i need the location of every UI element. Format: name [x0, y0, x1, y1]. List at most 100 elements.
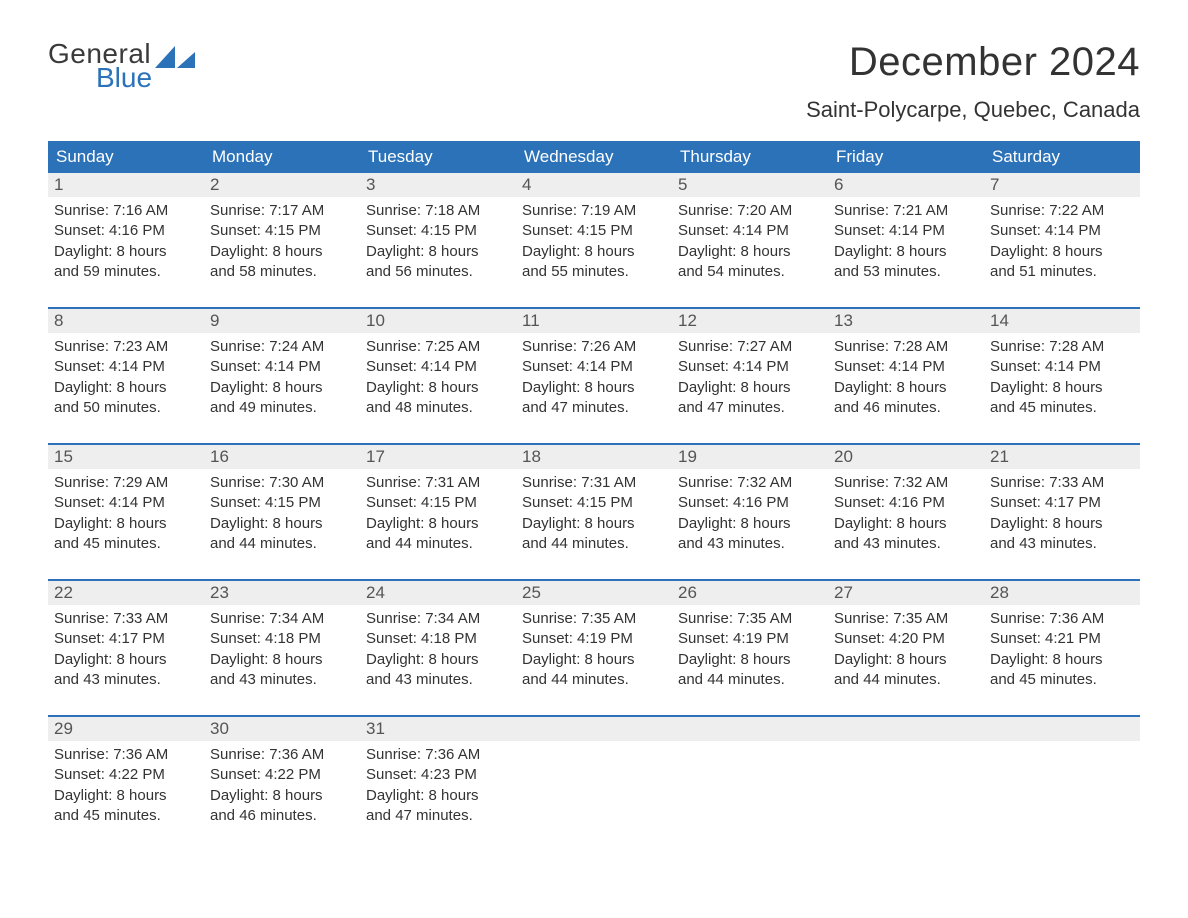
sunrise-line: Sunrise: 7:19 AM [522, 201, 666, 221]
daylight-line-2: and 43 minutes. [834, 534, 978, 554]
sunrise-line: Sunrise: 7:30 AM [210, 473, 354, 493]
day-number: 28 [984, 581, 1140, 605]
sunrise-line: Sunrise: 7:29 AM [54, 473, 198, 493]
sunset-line: Sunset: 4:21 PM [990, 629, 1134, 649]
day-cell [984, 741, 1140, 833]
daylight-line-2: and 43 minutes. [210, 670, 354, 690]
daylight-line-2: and 58 minutes. [210, 262, 354, 282]
calendar: Sunday Monday Tuesday Wednesday Thursday… [48, 141, 1140, 833]
daylight-line-2: and 46 minutes. [834, 398, 978, 418]
day-cell [516, 741, 672, 833]
sunset-line: Sunset: 4:14 PM [522, 357, 666, 377]
week-5-bodies: Sunrise: 7:36 AM Sunset: 4:22 PM Dayligh… [48, 741, 1140, 833]
daylight-line-1: Daylight: 8 hours [834, 242, 978, 262]
daylight-line-1: Daylight: 8 hours [366, 786, 510, 806]
day-number: 24 [360, 581, 516, 605]
daylight-line-2: and 51 minutes. [990, 262, 1134, 282]
day-cell: Sunrise: 7:35 AM Sunset: 4:19 PM Dayligh… [672, 605, 828, 697]
daylight-line-1: Daylight: 8 hours [366, 650, 510, 670]
sunrise-line: Sunrise: 7:32 AM [678, 473, 822, 493]
sunrise-line: Sunrise: 7:28 AM [834, 337, 978, 357]
sunset-line: Sunset: 4:15 PM [210, 221, 354, 241]
sunrise-line: Sunrise: 7:26 AM [522, 337, 666, 357]
dow-tue: Tuesday [360, 141, 516, 173]
sunset-line: Sunset: 4:22 PM [210, 765, 354, 785]
sunrise-line: Sunrise: 7:20 AM [678, 201, 822, 221]
day-cell: Sunrise: 7:33 AM Sunset: 4:17 PM Dayligh… [48, 605, 204, 697]
sunset-line: Sunset: 4:14 PM [678, 357, 822, 377]
daylight-line-1: Daylight: 8 hours [990, 378, 1134, 398]
day-number [828, 717, 984, 741]
day-number: 3 [360, 173, 516, 197]
daylight-line-1: Daylight: 8 hours [366, 378, 510, 398]
daylight-line-1: Daylight: 8 hours [210, 378, 354, 398]
sunrise-line: Sunrise: 7:36 AM [54, 745, 198, 765]
sunset-line: Sunset: 4:15 PM [210, 493, 354, 513]
sunset-line: Sunset: 4:14 PM [990, 221, 1134, 241]
day-cell: Sunrise: 7:21 AM Sunset: 4:14 PM Dayligh… [828, 197, 984, 289]
day-number: 13 [828, 309, 984, 333]
dow-thu: Thursday [672, 141, 828, 173]
daylight-line-2: and 43 minutes. [366, 670, 510, 690]
day-number: 31 [360, 717, 516, 741]
day-cell: Sunrise: 7:36 AM Sunset: 4:23 PM Dayligh… [360, 741, 516, 833]
day-number: 10 [360, 309, 516, 333]
day-number: 1 [48, 173, 204, 197]
sunset-line: Sunset: 4:15 PM [522, 221, 666, 241]
sunset-line: Sunset: 4:15 PM [366, 221, 510, 241]
sunset-line: Sunset: 4:15 PM [522, 493, 666, 513]
day-cell: Sunrise: 7:33 AM Sunset: 4:17 PM Dayligh… [984, 469, 1140, 561]
sunrise-line: Sunrise: 7:27 AM [678, 337, 822, 357]
daylight-line-1: Daylight: 8 hours [522, 242, 666, 262]
location-subtitle: Saint-Polycarpe, Quebec, Canada [806, 97, 1140, 123]
sunset-line: Sunset: 4:19 PM [522, 629, 666, 649]
daylight-line-2: and 47 minutes. [678, 398, 822, 418]
sunrise-line: Sunrise: 7:35 AM [678, 609, 822, 629]
day-number: 11 [516, 309, 672, 333]
logo: General Blue [48, 40, 195, 92]
day-cell: Sunrise: 7:23 AM Sunset: 4:14 PM Dayligh… [48, 333, 204, 425]
daylight-line-2: and 47 minutes. [366, 806, 510, 826]
sunrise-line: Sunrise: 7:36 AM [366, 745, 510, 765]
sunrise-line: Sunrise: 7:22 AM [990, 201, 1134, 221]
day-number: 9 [204, 309, 360, 333]
sunset-line: Sunset: 4:19 PM [678, 629, 822, 649]
daylight-line-1: Daylight: 8 hours [54, 242, 198, 262]
day-number: 21 [984, 445, 1140, 469]
day-number: 22 [48, 581, 204, 605]
sunrise-line: Sunrise: 7:17 AM [210, 201, 354, 221]
sunrise-line: Sunrise: 7:34 AM [366, 609, 510, 629]
day-number: 5 [672, 173, 828, 197]
sunset-line: Sunset: 4:17 PM [990, 493, 1134, 513]
week-4-daynums: 22 23 24 25 26 27 28 [48, 581, 1140, 605]
daylight-line-2: and 47 minutes. [522, 398, 666, 418]
day-number [672, 717, 828, 741]
sunrise-line: Sunrise: 7:25 AM [366, 337, 510, 357]
day-number: 2 [204, 173, 360, 197]
day-cell: Sunrise: 7:36 AM Sunset: 4:22 PM Dayligh… [48, 741, 204, 833]
daylight-line-1: Daylight: 8 hours [990, 514, 1134, 534]
sunset-line: Sunset: 4:22 PM [54, 765, 198, 785]
daylight-line-1: Daylight: 8 hours [990, 242, 1134, 262]
dow-mon: Monday [204, 141, 360, 173]
sunset-line: Sunset: 4:14 PM [54, 357, 198, 377]
sunrise-line: Sunrise: 7:28 AM [990, 337, 1134, 357]
day-number: 6 [828, 173, 984, 197]
sunrise-line: Sunrise: 7:34 AM [210, 609, 354, 629]
sunset-line: Sunset: 4:16 PM [678, 493, 822, 513]
day-cell: Sunrise: 7:16 AM Sunset: 4:16 PM Dayligh… [48, 197, 204, 289]
sunrise-line: Sunrise: 7:35 AM [834, 609, 978, 629]
sunrise-line: Sunrise: 7:35 AM [522, 609, 666, 629]
day-cell: Sunrise: 7:28 AM Sunset: 4:14 PM Dayligh… [984, 333, 1140, 425]
sunset-line: Sunset: 4:14 PM [834, 357, 978, 377]
sunrise-line: Sunrise: 7:36 AM [990, 609, 1134, 629]
sunrise-line: Sunrise: 7:33 AM [990, 473, 1134, 493]
sunrise-line: Sunrise: 7:31 AM [522, 473, 666, 493]
sunrise-line: Sunrise: 7:33 AM [54, 609, 198, 629]
day-cell: Sunrise: 7:35 AM Sunset: 4:20 PM Dayligh… [828, 605, 984, 697]
day-cell: Sunrise: 7:32 AM Sunset: 4:16 PM Dayligh… [828, 469, 984, 561]
day-number: 12 [672, 309, 828, 333]
daylight-line-2: and 44 minutes. [678, 670, 822, 690]
daylight-line-1: Daylight: 8 hours [366, 514, 510, 534]
calendar-page: General Blue December 2024 Saint-Polycar… [0, 0, 1188, 873]
